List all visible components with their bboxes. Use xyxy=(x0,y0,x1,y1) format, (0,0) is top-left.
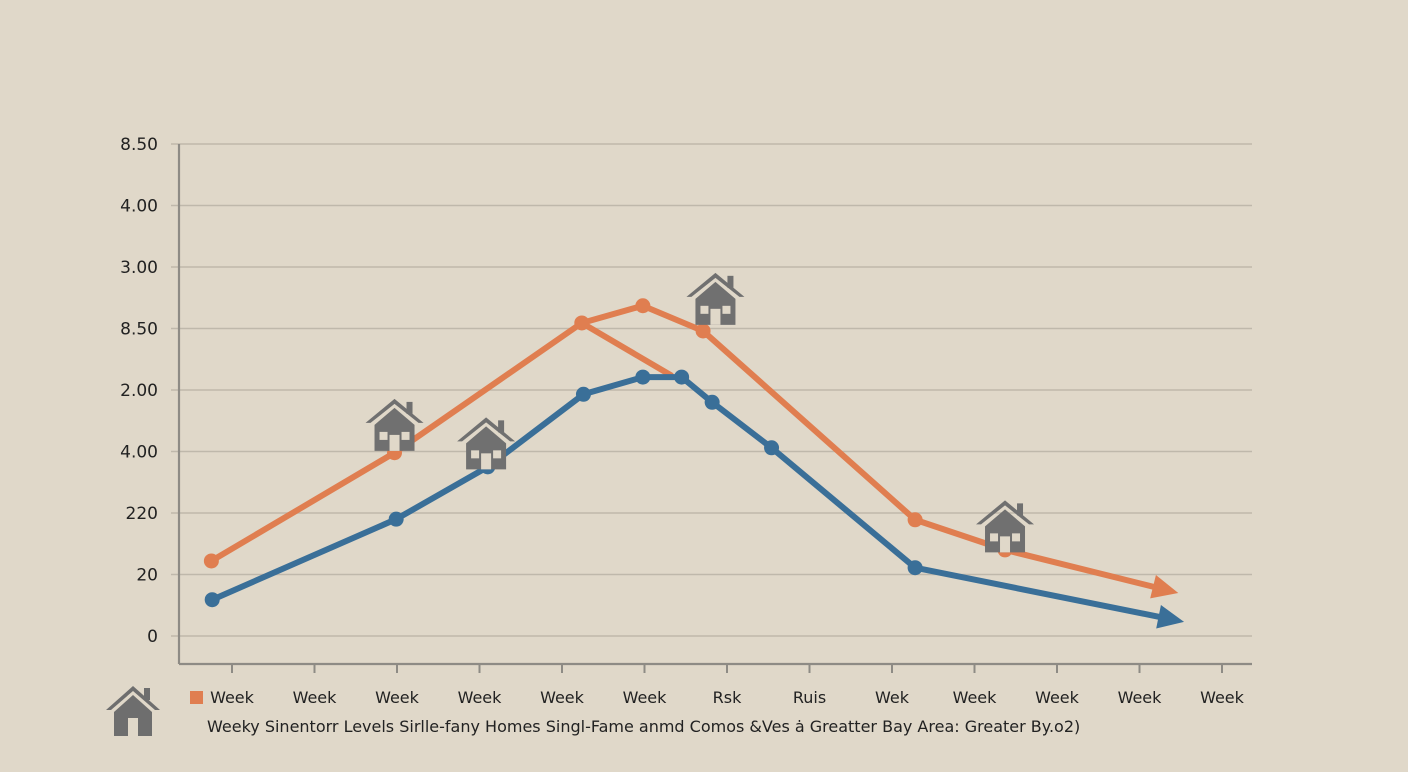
house-window xyxy=(379,431,388,440)
house-roof xyxy=(976,500,1035,525)
y-tick-label: 8.50 xyxy=(120,135,158,155)
x-tick-label: Ruis xyxy=(793,688,826,707)
house-roof xyxy=(686,272,745,297)
x-tick-label: Wek xyxy=(875,688,910,707)
x-tick-label: Week xyxy=(1118,688,1163,707)
arrowhead xyxy=(1156,604,1185,629)
y-tick-label: 4.00 xyxy=(120,197,158,217)
y-tick-labels: 0 20 220 4.00 2.00 8.50 3.00 4.00 8.50 xyxy=(120,135,158,647)
house-window xyxy=(990,533,999,542)
x-tick-label: Week xyxy=(458,688,503,707)
house-roof xyxy=(365,398,424,423)
x-tick-labels: Week Week Week Week Week Week Rsk Ruis Wek Week We… xyxy=(210,688,1245,707)
x-tick-label: Week xyxy=(953,688,998,707)
house-chimney xyxy=(498,420,505,433)
house-chimney xyxy=(1017,503,1024,516)
annotations xyxy=(365,272,1035,553)
x-tick-label: Week xyxy=(210,688,255,707)
house-door xyxy=(481,453,492,470)
house-window xyxy=(471,450,480,459)
house-window xyxy=(700,305,709,314)
series-condos xyxy=(204,369,1185,629)
x-tick-label: Week xyxy=(540,688,585,707)
x-tick-label: Week xyxy=(375,688,420,707)
y-tick-label: 8.50 xyxy=(120,320,158,340)
y-tick-label: 2.00 xyxy=(120,381,158,401)
series-single-family xyxy=(203,298,1179,599)
house-chimney xyxy=(406,401,413,414)
y-tick-label: 0 xyxy=(147,627,158,647)
x-tick-label: Week xyxy=(623,688,668,707)
data-point xyxy=(635,298,651,314)
data-point xyxy=(575,386,591,402)
house-window xyxy=(401,431,410,440)
data-point xyxy=(203,553,219,569)
x-tick-label: Week xyxy=(1035,688,1080,707)
legend xyxy=(190,691,203,704)
house-body xyxy=(466,426,507,470)
series-line xyxy=(209,374,1168,621)
house-body xyxy=(985,509,1026,553)
house-door xyxy=(710,308,721,325)
data-point xyxy=(907,512,923,528)
x-tick-label: Rsk xyxy=(713,688,742,707)
y-tick-label: 220 xyxy=(126,504,158,524)
house-window xyxy=(493,450,502,459)
y-tick-label: 20 xyxy=(136,566,158,586)
data-point xyxy=(674,369,690,385)
house-icon xyxy=(976,500,1035,553)
data-point xyxy=(695,323,711,339)
x-tick-label: Week xyxy=(1200,688,1245,707)
house-door xyxy=(389,434,400,451)
house-window xyxy=(722,305,731,314)
x-tick-label: Week xyxy=(293,688,338,707)
chart-caption: Weeky Sinentorr Levels Sirlle-fany Homes… xyxy=(207,717,1080,736)
house-chimney xyxy=(727,275,734,288)
series-group xyxy=(203,298,1185,629)
house-icon xyxy=(365,398,424,451)
house-body xyxy=(374,407,415,451)
series-branch-line xyxy=(578,319,674,379)
data-point xyxy=(204,592,220,608)
house-window xyxy=(1012,533,1021,542)
house-roof xyxy=(457,417,516,442)
data-point xyxy=(704,394,720,410)
house-door xyxy=(1000,536,1011,553)
data-point xyxy=(907,560,923,576)
house-icon xyxy=(106,686,160,736)
house-body xyxy=(695,281,736,325)
house-icon xyxy=(457,417,516,470)
data-point xyxy=(388,511,404,527)
house-icon xyxy=(686,272,745,325)
data-point xyxy=(764,440,780,456)
data-point xyxy=(635,369,651,385)
data-point xyxy=(574,315,590,331)
arrowhead xyxy=(1150,575,1179,599)
y-tick-label: 3.00 xyxy=(120,258,158,278)
y-tick-label: 4.00 xyxy=(120,443,158,463)
gridlines xyxy=(171,143,1252,637)
legend-swatch xyxy=(190,691,203,704)
axes xyxy=(177,144,1252,673)
